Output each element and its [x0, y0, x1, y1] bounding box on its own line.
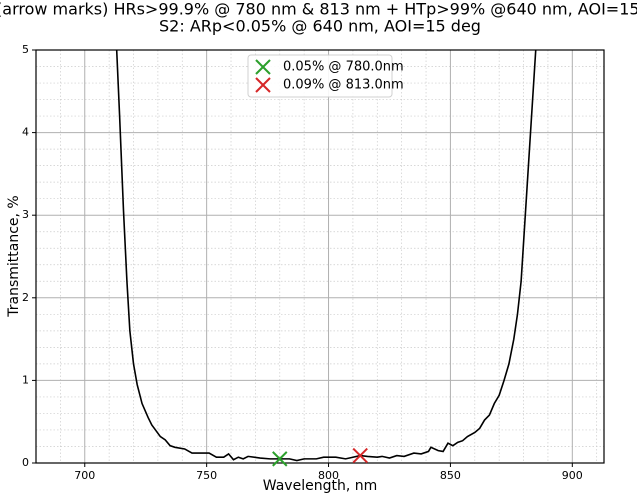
- line-series: [115, 49, 537, 462]
- marker-stroke: [255, 77, 271, 93]
- legend-label: 0.05% @ 780.0nm: [283, 60, 404, 75]
- marker-stroke: [272, 451, 288, 467]
- legend-label: 0.09% @ 813.0nm: [283, 78, 404, 93]
- y-tick-label: 5: [22, 43, 29, 56]
- x-tick-label: 800: [318, 469, 339, 482]
- y-tick-label: 1: [22, 373, 29, 386]
- legend-marker: [255, 77, 271, 93]
- marker-stroke: [255, 59, 271, 75]
- legend-marker: [255, 59, 271, 75]
- x-axis-label: Wavelength, nm: [263, 478, 377, 494]
- chart-title: S1: (arrow marks) HRs>99.9% @ 780 nm & 8…: [0, 0, 637, 19]
- y-tick-label: 2: [22, 291, 29, 304]
- y-axis-label: Transmittance, %: [6, 195, 22, 317]
- marker-stroke: [352, 447, 368, 464]
- chart-subtitle: S2: ARp<0.05% @ 640 nm, AOI=15 deg: [159, 17, 481, 36]
- x-tick-label: 750: [196, 469, 217, 482]
- y-tick-label: 4: [22, 126, 29, 139]
- legend-box: [247, 54, 393, 98]
- y-tick-label: 0: [22, 456, 29, 469]
- x-tick-label: 700: [74, 469, 95, 482]
- plot-frame: [35, 49, 605, 464]
- y-tick-label: 3: [22, 208, 29, 221]
- x-tick-label: 850: [440, 469, 461, 482]
- marker: [272, 451, 288, 467]
- x-tick-label: 900: [562, 469, 583, 482]
- marker: [352, 447, 368, 464]
